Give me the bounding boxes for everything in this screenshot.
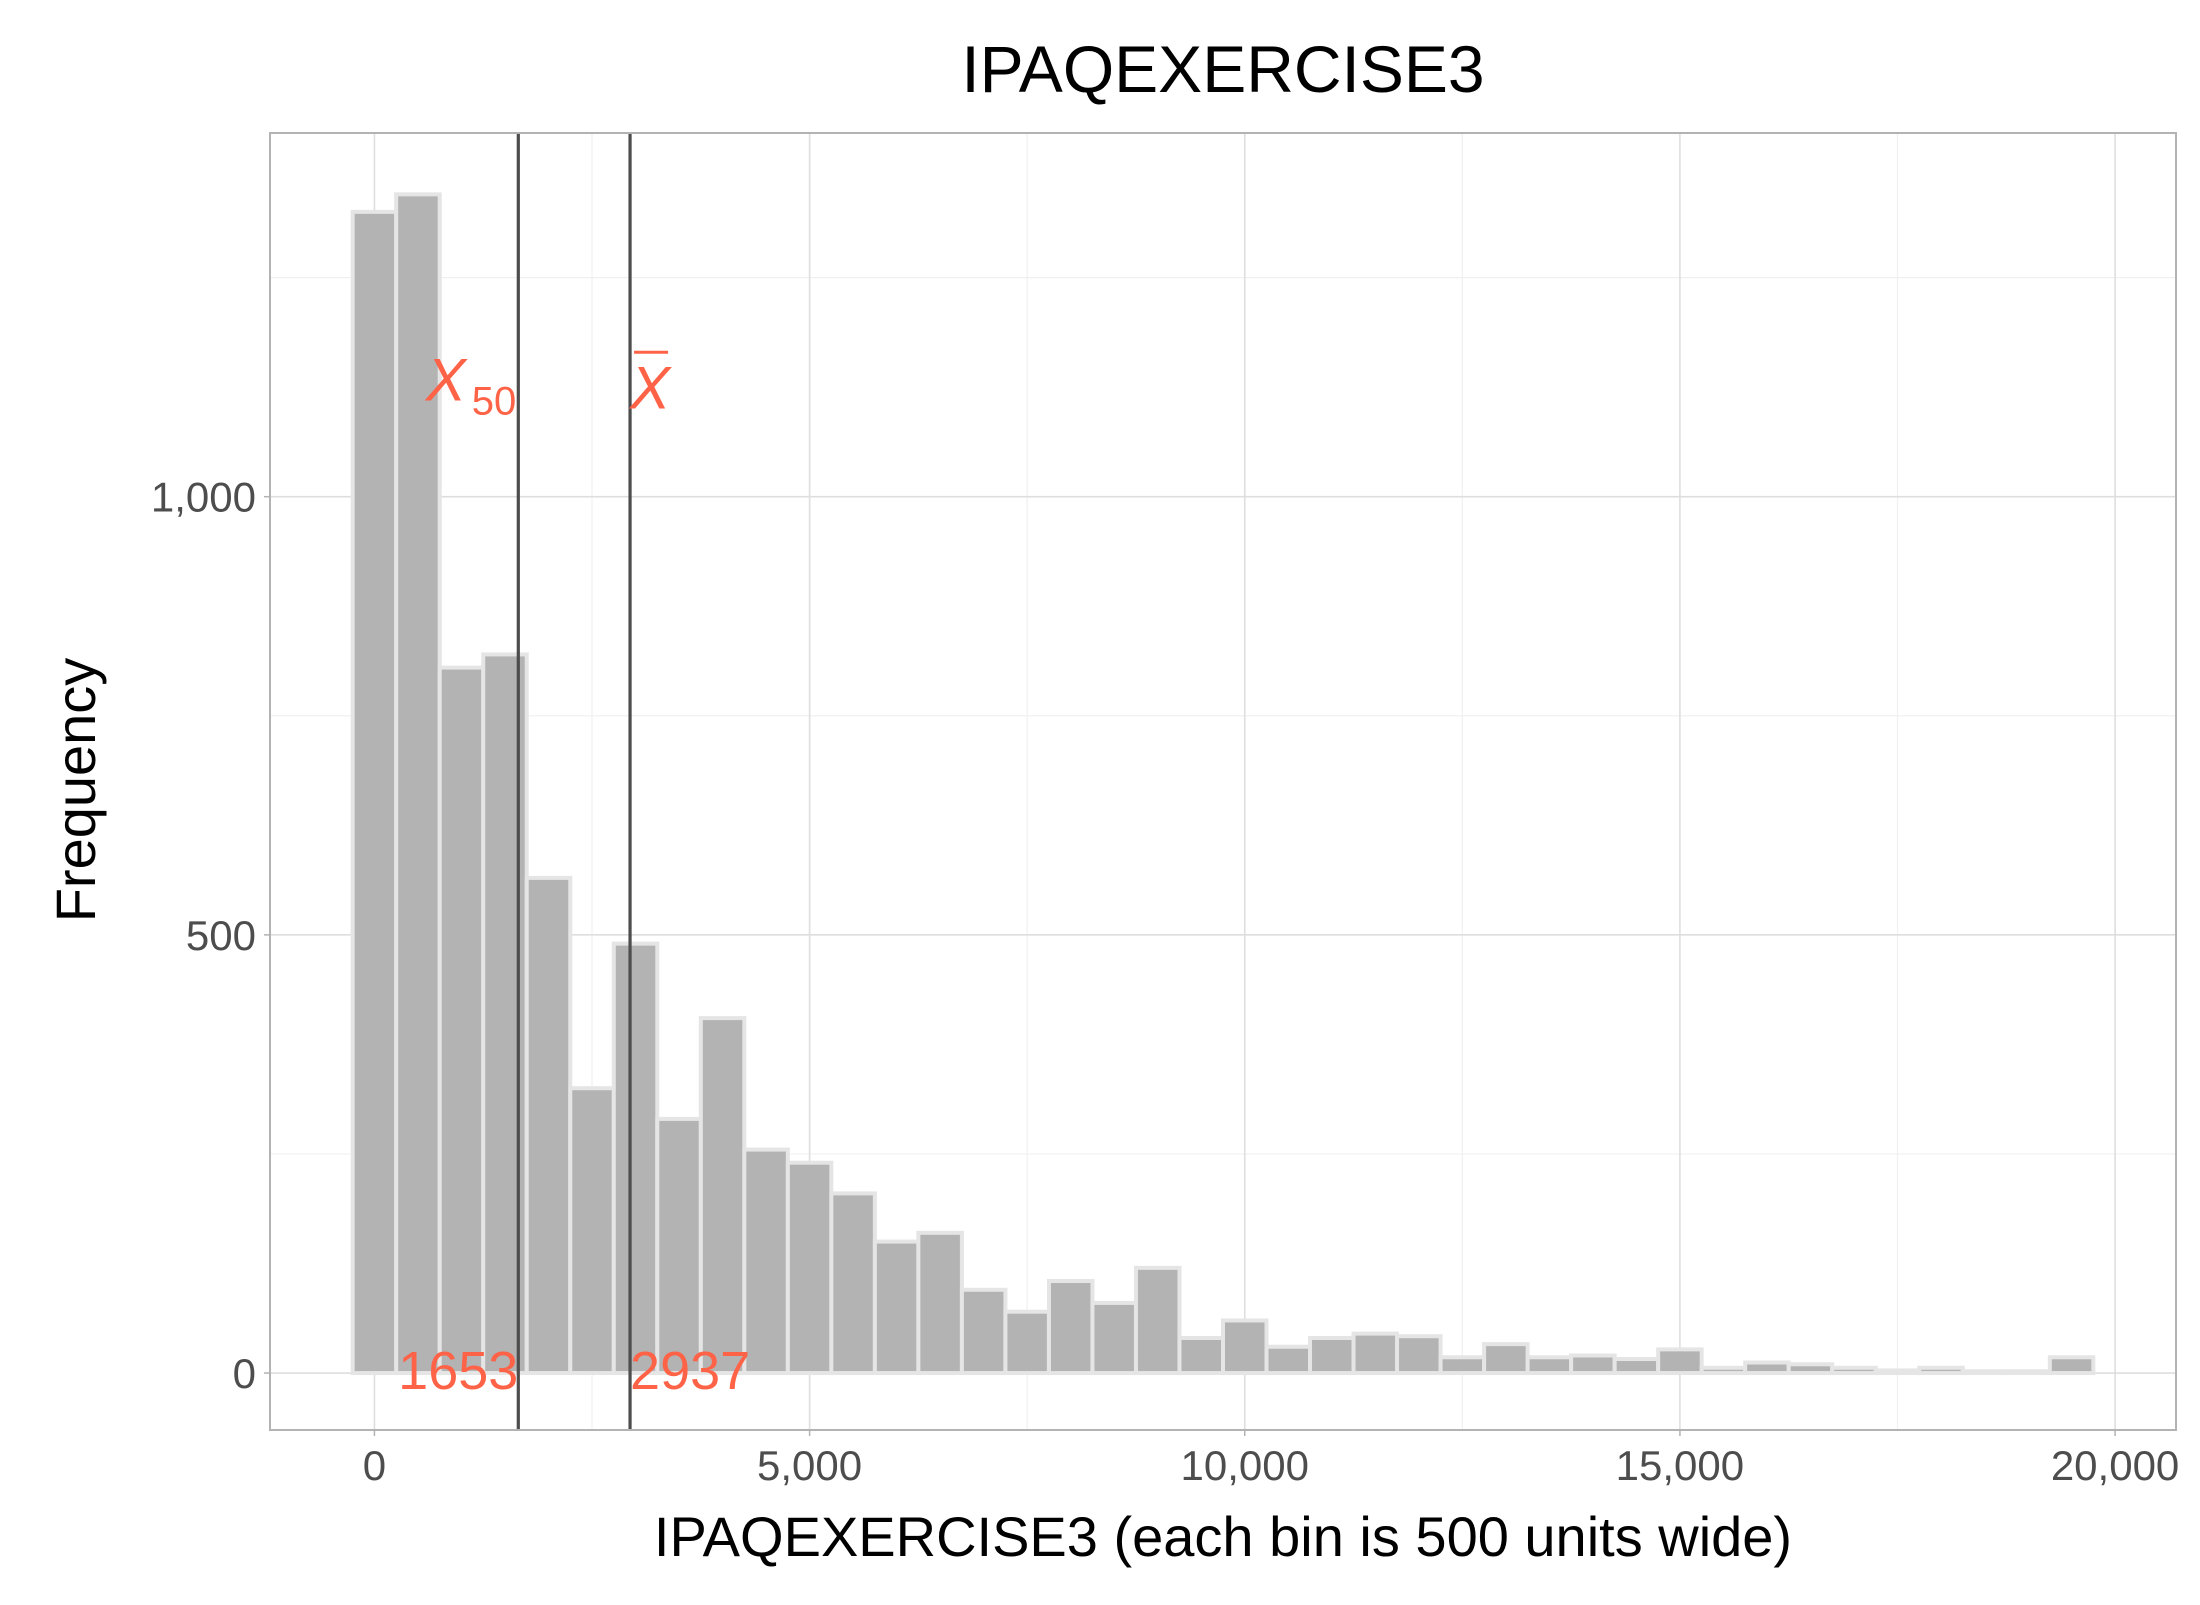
mean-value-label: 2937	[630, 1341, 750, 1401]
histogram-bar	[872, 1239, 921, 1376]
histogram-bar	[2004, 1369, 2052, 1376]
histogram-bar	[1786, 1362, 1835, 1376]
reference-lines	[516, 133, 632, 1430]
histogram-bar	[1482, 1342, 1530, 1376]
x-tick-label: 5,000	[757, 1442, 862, 1489]
median-value-label: 1653	[398, 1341, 518, 1401]
histogram-bar	[394, 192, 442, 1376]
x-tick-label: 10,000	[1181, 1442, 1309, 1489]
x-tick-label: 15,000	[1616, 1442, 1744, 1489]
histogram-bar	[698, 1016, 747, 1376]
histogram-bar	[1830, 1365, 1878, 1376]
histogram-bar	[1003, 1309, 1051, 1376]
y-axis-ticks: 0 500 1,000	[151, 474, 270, 1397]
histogram-bar	[1177, 1335, 1225, 1376]
histogram-bar	[481, 652, 529, 1376]
mean-symbol: X	[628, 354, 672, 421]
histogram-bar	[1090, 1300, 1138, 1376]
histogram-bar	[350, 209, 399, 1376]
y-axis-label: Frequency	[44, 658, 107, 923]
histogram-bar	[1221, 1318, 1269, 1376]
panel-border	[269, 132, 2177, 1431]
histogram-bar	[1308, 1335, 1356, 1376]
x-tick-label: 20,000	[2051, 1442, 2179, 1489]
x-tick-label: 0	[363, 1442, 386, 1489]
y-tick-label: 1,000	[151, 474, 256, 521]
histogram-bar	[959, 1287, 1008, 1376]
histogram-bar	[524, 875, 573, 1376]
histogram-bars	[350, 192, 2096, 1376]
histogram-bar	[1743, 1360, 1791, 1376]
histogram-bar	[1569, 1353, 1617, 1376]
histogram-bar	[1699, 1365, 1748, 1376]
histogram-bar	[1917, 1365, 1965, 1376]
histogram-bar	[1873, 1368, 1922, 1376]
histogram-bar	[1264, 1344, 1313, 1376]
histogram-bar	[1395, 1334, 1443, 1376]
histogram-bar	[785, 1160, 834, 1376]
chart-title: IPAQEXERCISE3	[961, 32, 1484, 106]
y-tick-label: 500	[186, 912, 256, 959]
histogram-bar	[1525, 1355, 1574, 1376]
histogram-bar	[916, 1230, 964, 1376]
reference-annotations: 1653 X 50 2937 X	[398, 346, 750, 1401]
histogram-bar	[655, 1116, 703, 1376]
histogram-bar	[1960, 1369, 2009, 1376]
histogram-bar	[829, 1191, 877, 1376]
histogram-bar	[1656, 1347, 1704, 1376]
histogram-bar	[1351, 1331, 1400, 1376]
x-axis-label: IPAQEXERCISE3 (each bin is 500 units wid…	[654, 1505, 1792, 1568]
histogram-bar	[1612, 1357, 1661, 1376]
median-symbol: X 50	[424, 346, 517, 423]
histogram-bar	[437, 665, 486, 1376]
x-axis-ticks: 0 5,000 10,000 15,000 20,000	[363, 1430, 2179, 1489]
histogram-bar	[1438, 1355, 1487, 1376]
y-tick-label: 0	[233, 1350, 256, 1397]
histogram-bar	[1046, 1279, 1095, 1376]
histogram-bar	[2047, 1355, 2096, 1376]
histogram-bar	[568, 1086, 616, 1376]
histogram-bar	[742, 1147, 790, 1376]
histogram-bar	[611, 941, 660, 1376]
histogram-bar	[1133, 1265, 1182, 1376]
